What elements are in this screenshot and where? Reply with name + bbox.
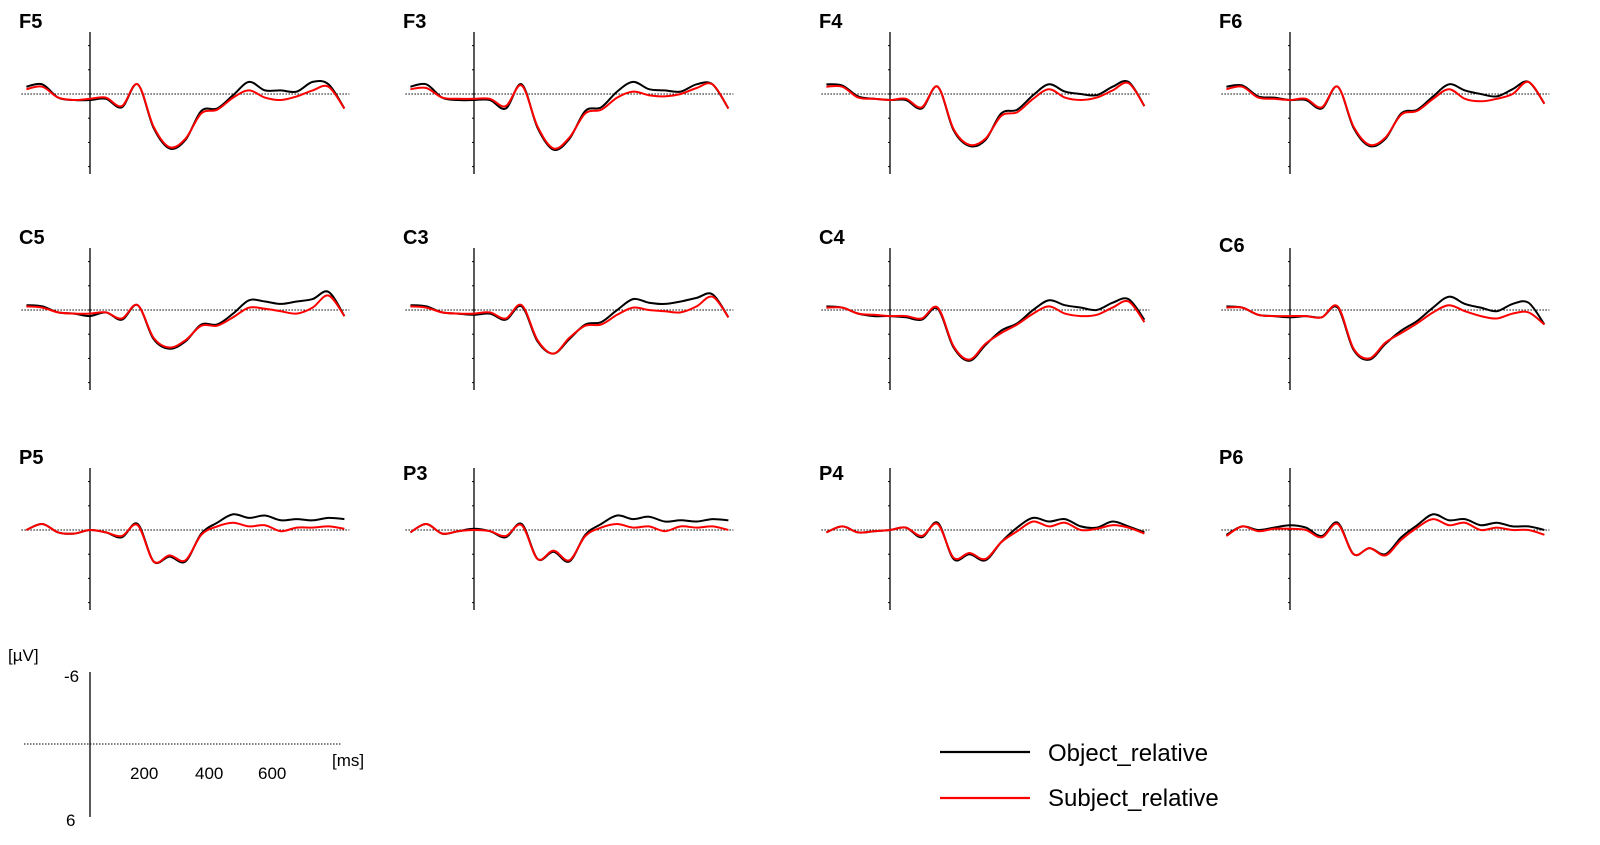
scale-xtick-label: 400 (195, 764, 223, 783)
series-subject-relative (410, 82, 730, 150)
series-object-relative (826, 79, 1146, 148)
series-object-relative (25, 513, 345, 565)
legend-label-object: Object_relative (1048, 740, 1208, 767)
scale-xunit-label: [ms] (332, 751, 364, 770)
erp-panel-c6: C6 (1219, 235, 1550, 390)
channel-label: P6 (1219, 447, 1243, 469)
erp-panel-f6: F6 (1219, 11, 1550, 174)
erp-panel-c5: C5 (19, 227, 350, 390)
series-subject-relative (410, 295, 730, 355)
channel-label: P5 (19, 447, 43, 469)
series-subject-relative (825, 520, 1145, 561)
channel-label: C3 (403, 227, 429, 249)
channel-label: F4 (819, 11, 843, 33)
series-subject-relative (409, 522, 729, 562)
channel-label: C4 (819, 227, 845, 249)
series-subject-relative (826, 81, 1146, 147)
series-object-relative (1225, 513, 1545, 557)
channel-label: F6 (1219, 11, 1242, 33)
scale-ymax-label: 6 (66, 811, 75, 830)
erp-panel-f5: F5 (19, 11, 350, 174)
erp-panel-f4: F4 (819, 11, 1150, 174)
legend: Object_relative Subject_relative (940, 740, 1219, 812)
channel-label: C6 (1219, 235, 1245, 257)
scale-xtick-label: 600 (258, 764, 286, 783)
erp-panel-f3: F3 (403, 11, 734, 174)
channel-label: C5 (19, 227, 45, 249)
series-subject-relative (826, 299, 1146, 361)
series-object-relative (1226, 295, 1546, 361)
series-object-relative (410, 292, 730, 355)
scale-axes: [µV] -6 6 200 400 600 [ms] (8, 646, 364, 830)
erp-panels: F5 F3 F4 F6 C5 C3 C4 C6 P5 P3 P4 P6 (19, 11, 1550, 610)
erp-panel-c3: C3 (403, 227, 734, 390)
series-object-relative (825, 516, 1145, 562)
series-subject-relative (1225, 518, 1545, 557)
erp-panel-p4: P4 (819, 463, 1150, 610)
channel-label: F3 (403, 11, 426, 33)
series-object-relative (409, 514, 729, 563)
series-subject-relative (25, 521, 345, 564)
scale-ymin-label: -6 (64, 667, 79, 686)
channel-label: P4 (819, 463, 844, 485)
erp-panel-p6: P6 (1219, 447, 1550, 610)
scale-unit-label: [µV] (8, 646, 39, 665)
legend-label-subject: Subject_relative (1048, 785, 1219, 812)
erp-panel-p5: P5 (19, 447, 350, 610)
series-object-relative (826, 297, 1146, 362)
series-subject-relative (1226, 80, 1546, 147)
series-subject-relative (26, 83, 346, 149)
erp-panel-p3: P3 (403, 463, 734, 610)
series-subject-relative (1226, 304, 1546, 360)
series-object-relative (410, 80, 730, 151)
channel-label: P3 (403, 463, 427, 485)
channel-label: F5 (19, 11, 42, 33)
erp-panel-c4: C4 (819, 227, 1150, 390)
scale-xtick-label: 200 (130, 764, 158, 783)
series-subject-relative (26, 294, 346, 349)
